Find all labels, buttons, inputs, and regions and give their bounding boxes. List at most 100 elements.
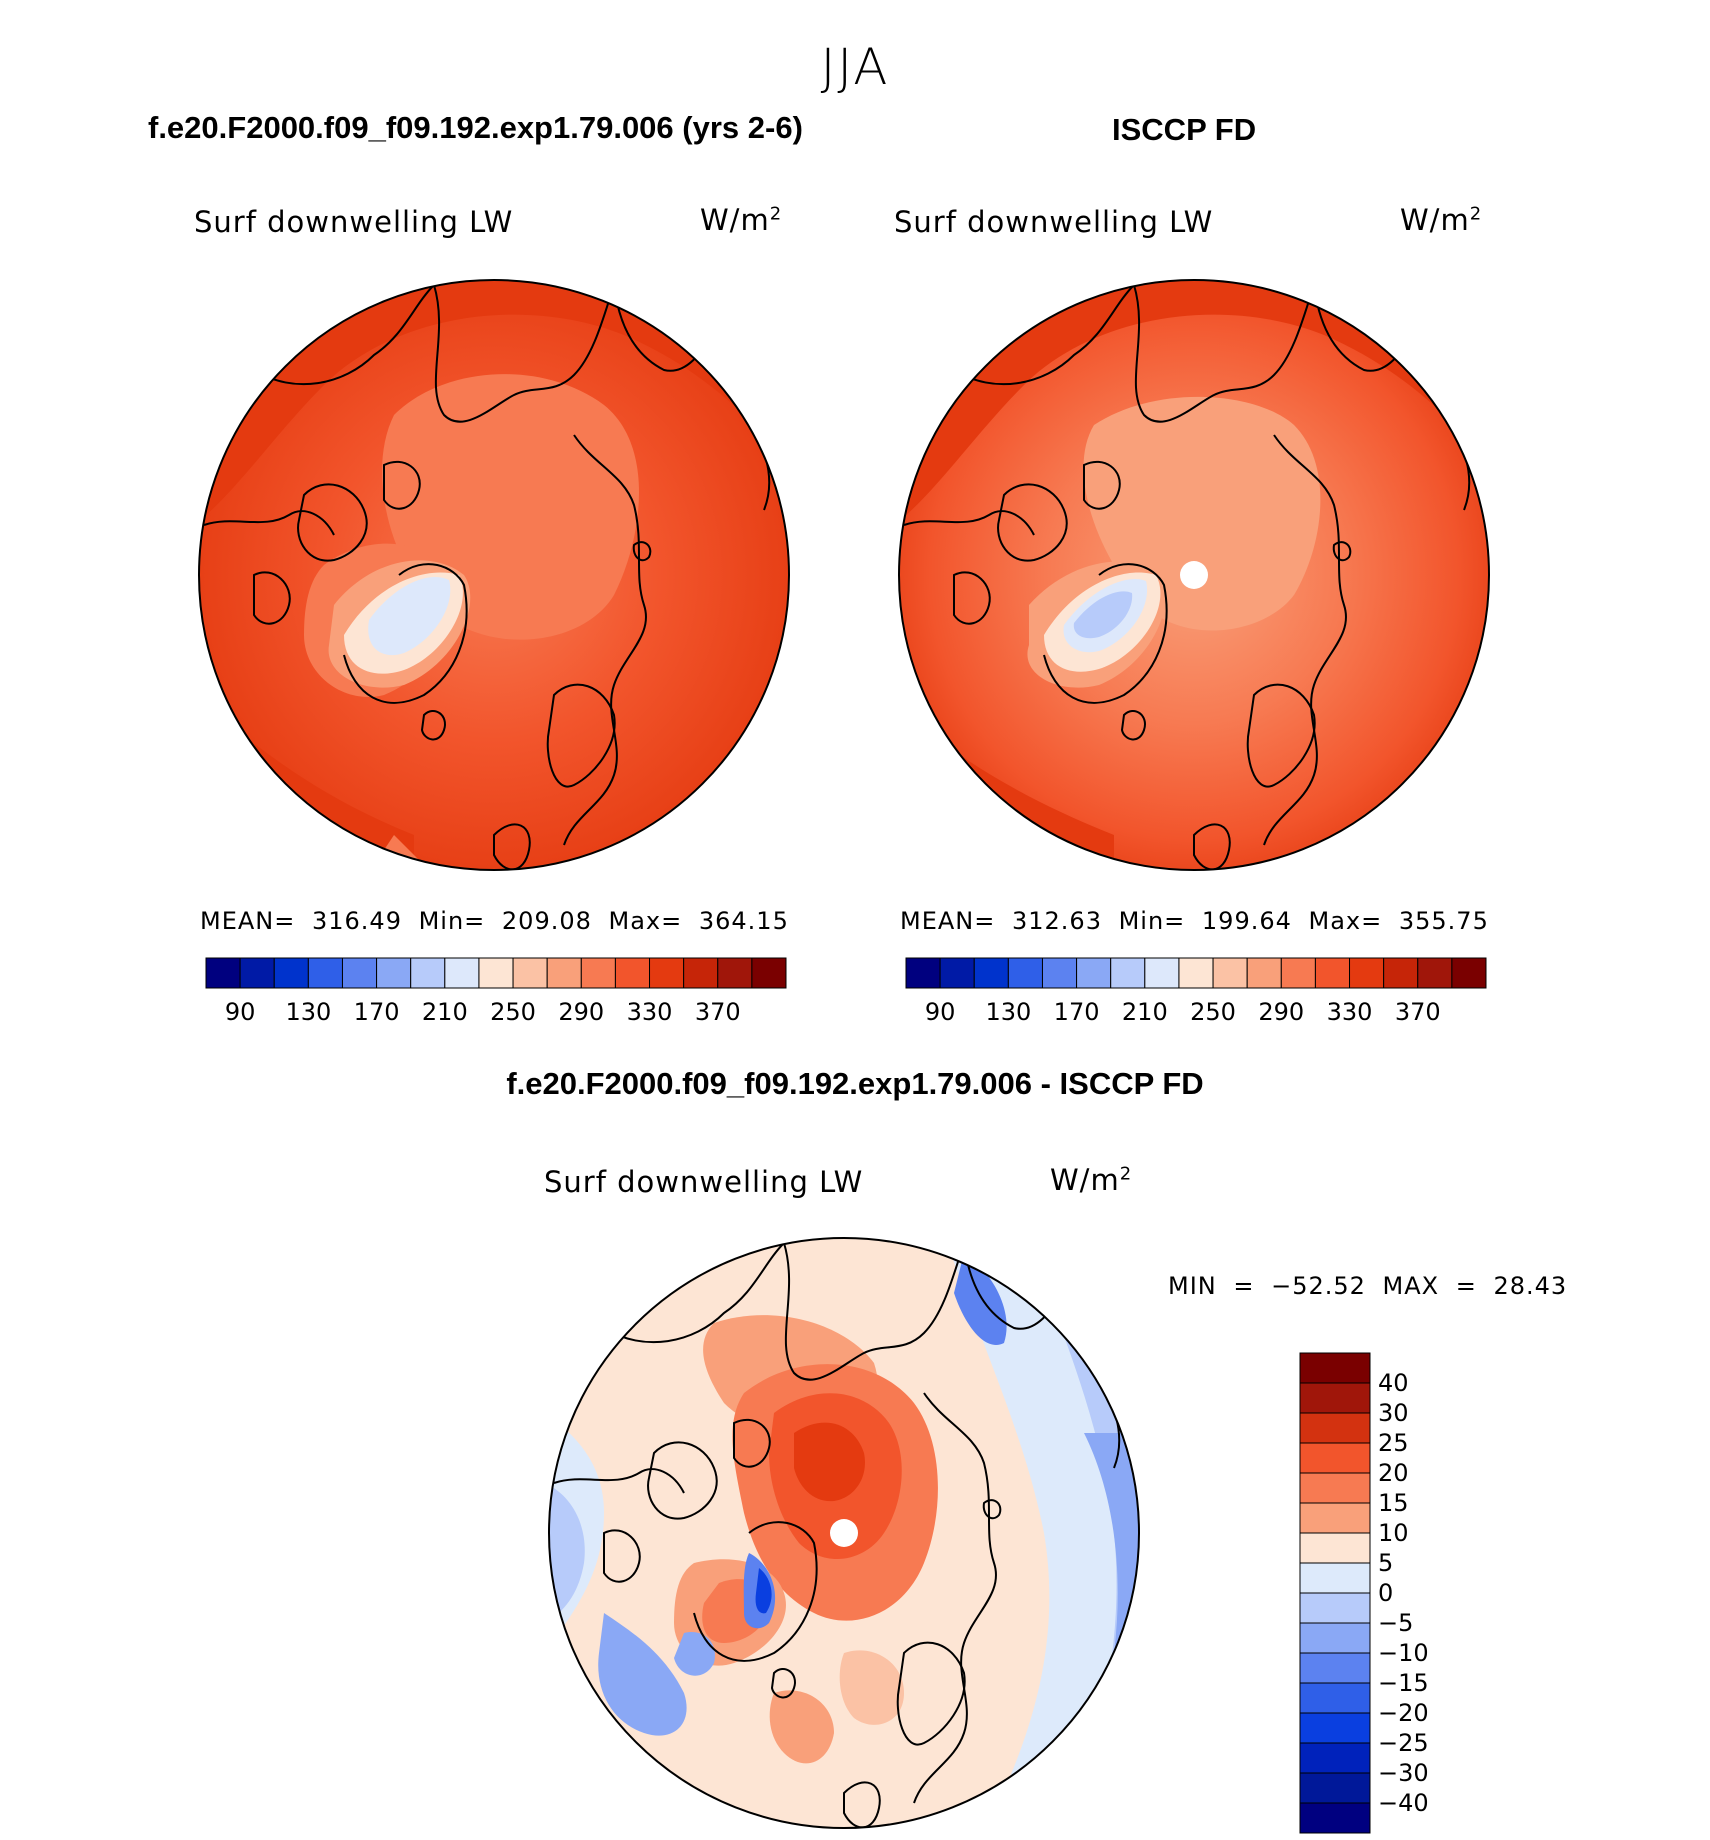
colorbar-swatch: [1212, 957, 1248, 989]
colorbar-tick-label: 250: [490, 998, 536, 1026]
colorbar-tick-label: 170: [1053, 998, 1100, 1026]
colorbar-tick-label: −40: [1378, 1789, 1429, 1817]
colorbar-tick-label: 40: [1378, 1369, 1409, 1397]
model-polar-map: [198, 279, 790, 871]
colorbar-swatch: [1299, 1772, 1371, 1804]
colorbar-swatch: [205, 957, 241, 989]
colorbar-swatch: [1076, 957, 1112, 989]
colorbar-tick-label: −25: [1378, 1729, 1429, 1757]
colorbar-swatch: [307, 957, 343, 989]
season-title: JJA: [820, 38, 890, 96]
colorbar-tick-label: 10: [1378, 1519, 1409, 1547]
colorbar-swatch: [273, 957, 309, 989]
colorbar-swatch: [905, 957, 941, 989]
colorbar-swatch: [1417, 957, 1453, 989]
colorbar-swatch: [683, 957, 719, 989]
colorbar-swatch: [1314, 957, 1351, 989]
colorbar-swatch: [649, 957, 685, 989]
obs-title: ISCCP FD: [1112, 112, 1257, 147]
colorbar-swatch: [1349, 957, 1385, 989]
colorbar-tick-label: 210: [1121, 998, 1168, 1026]
colorbar-swatch: [1178, 957, 1214, 989]
colorbar-tick-label: 370: [1394, 998, 1441, 1026]
colorbar-swatch: [341, 957, 378, 989]
colorbar-swatch: [546, 957, 582, 989]
colorbar-tick-label: −5: [1378, 1609, 1414, 1637]
colorbar-tick-label: 250: [1190, 998, 1236, 1026]
colorbar-tick-label: 290: [558, 998, 605, 1026]
difference-variable-label: Surf downwelling LW: [544, 1165, 864, 1199]
colorbar-tick-label: 90: [224, 998, 256, 1026]
colorbar-swatch: [1041, 957, 1078, 989]
colorbar-swatch: [1280, 957, 1316, 989]
difference-units-label: W/m2: [1050, 1163, 1133, 1197]
obs-units-label: W/m2: [1400, 203, 1483, 237]
model-stats: MEAN= 316.49 Min= 209.08 Max= 364.15: [200, 907, 789, 935]
colorbar-swatch: [1299, 1562, 1371, 1594]
colorbar-tick-label: 290: [1258, 998, 1305, 1026]
colorbar-tick-label: 330: [1326, 998, 1373, 1026]
colorbar-swatch: [717, 957, 753, 989]
colorbar-swatch: [1299, 1472, 1371, 1504]
colorbar-swatch: [239, 957, 275, 989]
model-colorbar-ticks: 90 130 170 210 250 290 330 370: [206, 998, 786, 1028]
colorbar-swatch: [444, 957, 480, 989]
colorbar-swatch: [1299, 1712, 1371, 1744]
colorbar-swatch: [410, 957, 446, 989]
colorbar-tick-label: −15: [1378, 1669, 1429, 1697]
colorbar-swatch: [512, 957, 548, 989]
difference-colorbar: [1299, 1352, 1371, 1834]
colorbar-swatch: [1383, 957, 1419, 989]
colorbar-swatch: [1299, 1742, 1371, 1774]
colorbar-swatch: [1299, 1622, 1371, 1654]
colorbar-swatch: [614, 957, 651, 989]
colorbar-tick-label: 370: [694, 998, 741, 1026]
obs-colorbar-ticks: 90 130 170 210 250 290 330 370: [906, 998, 1486, 1028]
colorbar-swatch: [973, 957, 1009, 989]
colorbar-tick-label: 170: [353, 998, 400, 1026]
model-title: f.e20.F2000.f09_f09.192.exp1.79.006 (yrs…: [148, 110, 803, 145]
colorbar-tick-label: 15: [1378, 1489, 1409, 1517]
colorbar-tick-label: 130: [985, 998, 1032, 1026]
difference-polar-map: [548, 1237, 1140, 1829]
colorbar-swatch: [1299, 1652, 1371, 1684]
obs-stats: MEAN= 312.63 Min= 199.64 Max= 355.75: [900, 907, 1489, 935]
colorbar-tick-label: 0: [1378, 1579, 1394, 1607]
colorbar-tick-label: 30: [1378, 1399, 1409, 1427]
colorbar-swatch: [1007, 957, 1043, 989]
colorbar-tick-label: −30: [1378, 1759, 1429, 1787]
colorbar-swatch: [1299, 1532, 1371, 1564]
colorbar-swatch: [1299, 1592, 1371, 1624]
colorbar-swatch: [1451, 957, 1487, 989]
pole-hole: [830, 1519, 858, 1547]
difference-colorbar-ticks: 40 30 25 20 15 10 5 0 −5 −10 −15 −20 −25 −30 −40: [1378, 1353, 1458, 1833]
colorbar-swatch: [1246, 957, 1282, 989]
colorbar-swatch: [1299, 1502, 1371, 1534]
colorbar-swatch: [1299, 1352, 1371, 1384]
colorbar-swatch: [376, 957, 412, 989]
colorbar-tick-label: 330: [626, 998, 673, 1026]
colorbar-swatch: [1299, 1412, 1371, 1444]
colorbar-swatch: [1299, 1802, 1371, 1834]
colorbar-swatch: [1299, 1442, 1371, 1474]
colorbar-swatch: [1110, 957, 1146, 989]
colorbar-tick-label: −10: [1378, 1639, 1429, 1667]
colorbar-swatch: [1299, 1682, 1371, 1714]
obs-variable-label: Surf downwelling LW: [894, 205, 1214, 239]
colorbar-swatch: [478, 957, 514, 989]
colorbar-swatch: [1299, 1382, 1371, 1414]
difference-title: f.e20.F2000.f09_f09.192.exp1.79.006 - IS…: [506, 1066, 1204, 1101]
model-variable-label: Surf downwelling LW: [194, 205, 514, 239]
colorbar-swatch: [580, 957, 616, 989]
obs-polar-map: [898, 279, 1490, 871]
colorbar-tick-label: −20: [1378, 1699, 1429, 1727]
colorbar-tick-label: 210: [421, 998, 468, 1026]
colorbar-swatch: [939, 957, 975, 989]
model-units-label: W/m2: [700, 203, 783, 237]
difference-stats: MIN = −52.52 MAX = 28.43: [1168, 1272, 1568, 1300]
obs-colorbar: [905, 957, 1487, 989]
colorbar-tick-label: 5: [1378, 1549, 1394, 1577]
colorbar-swatch: [751, 957, 787, 989]
colorbar-tick-label: 130: [285, 998, 332, 1026]
model-colorbar: [205, 957, 787, 989]
